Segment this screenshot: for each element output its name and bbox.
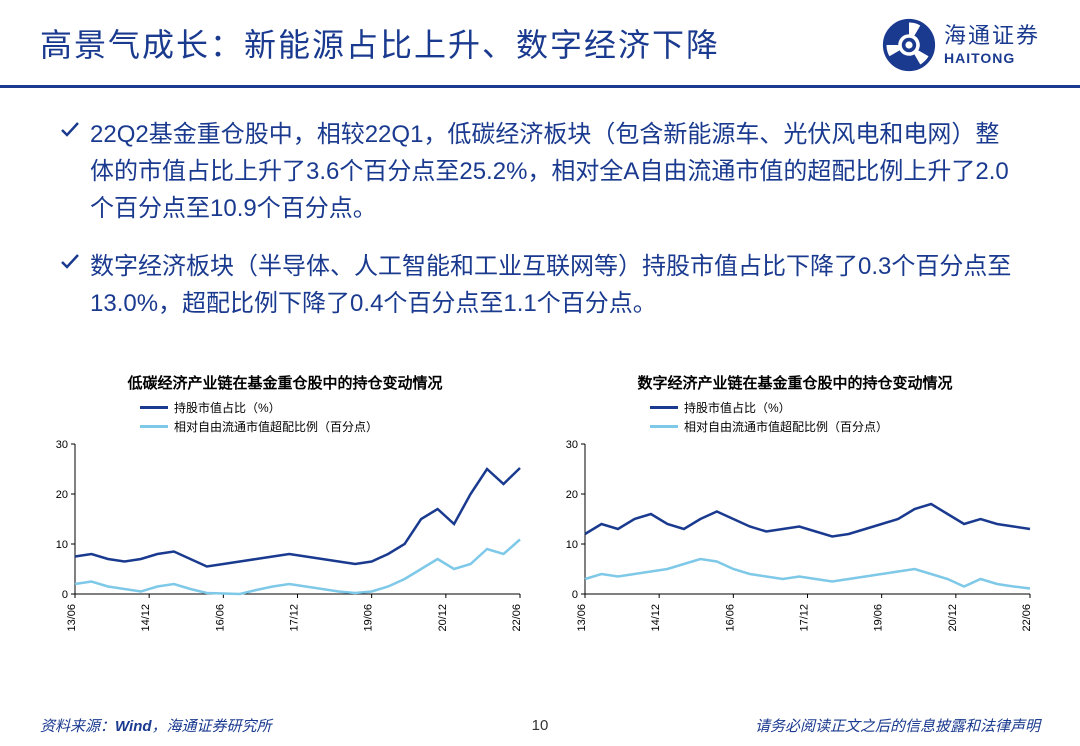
- slide-content: 22Q2基金重仓股中，相较22Q1，低碳经济板块（包含新能源车、光伏风电和电网）…: [0, 88, 1080, 322]
- legend-swatch: [140, 406, 168, 409]
- svg-text:0: 0: [572, 589, 578, 601]
- svg-text:14/12: 14/12: [140, 604, 152, 632]
- legend-label: 相对自由流通市值超配比例（百分点）: [684, 418, 888, 435]
- line-chart-svg: 0 10 20 30 13/06 14/12 16/06 17/12 19/06 20/12 22/…: [40, 439, 530, 649]
- svg-text:17/12: 17/12: [799, 604, 811, 632]
- bullet-text: 数字经济板块（半导体、人工智能和工业互联网等）持股市值占比下降了0.3个百分点至…: [90, 248, 1020, 322]
- company-logo: 海通证券 HAITONG: [882, 18, 1040, 72]
- svg-text:20/12: 20/12: [947, 604, 959, 632]
- source-suffix: ，海通证券研究所: [152, 718, 272, 735]
- chart-left: 低碳经济产业链在基金重仓股中的持仓变动情况 持股市值占比（%） 相对自由流通市值…: [40, 372, 530, 654]
- charts-row: 低碳经济产业链在基金重仓股中的持仓变动情况 持股市值占比（%） 相对自由流通市值…: [0, 342, 1080, 654]
- chart-right: 数字经济产业链在基金重仓股中的持仓变动情况 持股市值占比（%） 相对自由流通市值…: [550, 372, 1040, 654]
- legend-label: 持股市值占比（%）: [684, 399, 791, 416]
- logo-en: HAITONG: [944, 51, 1040, 65]
- svg-text:30: 30: [566, 439, 578, 451]
- svg-text:14/12: 14/12: [650, 604, 662, 632]
- svg-text:13/06: 13/06: [576, 604, 588, 632]
- legend-label: 持股市值占比（%）: [174, 399, 281, 416]
- page-number: 10: [532, 717, 549, 734]
- svg-text:16/06: 16/06: [724, 604, 736, 632]
- legend-item: 相对自由流通市值超配比例（百分点）: [140, 418, 378, 435]
- check-icon: [60, 120, 80, 140]
- svg-text:30: 30: [56, 439, 68, 451]
- logo-text: 海通证券 HAITONG: [944, 25, 1040, 65]
- svg-text:20: 20: [566, 489, 578, 501]
- haitong-logo-icon: [882, 18, 936, 72]
- slide-header: 高景气成长：新能源占比上升、数字经济下降 海通证券 HAITONG: [0, 0, 1080, 88]
- slide-footer: 资料来源：Wind，海通证券研究所 10 请务必阅读正文之后的信息披露和法律声明: [0, 715, 1080, 736]
- svg-text:22/06: 22/06: [511, 604, 523, 632]
- legend-swatch: [140, 425, 168, 428]
- legend-label: 相对自由流通市值超配比例（百分点）: [174, 418, 378, 435]
- svg-text:20: 20: [56, 489, 68, 501]
- line-chart-svg: 0 10 20 30 13/06 14/12 16/06 17/12 19/06 20/12 22/…: [550, 439, 1040, 649]
- chart-title: 低碳经济产业链在基金重仓股中的持仓变动情况: [40, 372, 530, 393]
- source-prefix: 资料来源：: [40, 718, 115, 735]
- chart-legend: 持股市值占比（%） 相对自由流通市值超配比例（百分点）: [140, 399, 530, 435]
- svg-text:19/06: 19/06: [873, 604, 885, 632]
- svg-text:0: 0: [62, 589, 68, 601]
- legend-item: 相对自由流通市值超配比例（百分点）: [650, 418, 888, 435]
- disclaimer-text: 请务必阅读正文之后的信息披露和法律声明: [755, 715, 1040, 736]
- legend-item: 持股市值占比（%）: [650, 399, 791, 416]
- svg-text:13/06: 13/06: [66, 604, 78, 632]
- bullet-item: 数字经济板块（半导体、人工智能和工业互联网等）持股市值占比下降了0.3个百分点至…: [60, 248, 1020, 322]
- bullet-text: 22Q2基金重仓股中，相较22Q1，低碳经济板块（包含新能源车、光伏风电和电网）…: [90, 116, 1020, 228]
- svg-text:17/12: 17/12: [289, 604, 301, 632]
- svg-text:20/12: 20/12: [437, 604, 449, 632]
- bullet-item: 22Q2基金重仓股中，相较22Q1，低碳经济板块（包含新能源车、光伏风电和电网）…: [60, 116, 1020, 228]
- legend-item: 持股市值占比（%）: [140, 399, 281, 416]
- logo-cn: 海通证券: [944, 25, 1040, 47]
- source-bold: Wind: [115, 718, 152, 735]
- check-icon: [60, 252, 80, 272]
- svg-text:10: 10: [56, 539, 68, 551]
- svg-text:16/06: 16/06: [214, 604, 226, 632]
- svg-text:19/06: 19/06: [363, 604, 375, 632]
- source-citation: 资料来源：Wind，海通证券研究所: [40, 715, 272, 736]
- chart-legend: 持股市值占比（%） 相对自由流通市值超配比例（百分点）: [650, 399, 1040, 435]
- svg-text:10: 10: [566, 539, 578, 551]
- legend-swatch: [650, 406, 678, 409]
- svg-text:22/06: 22/06: [1021, 604, 1033, 632]
- legend-swatch: [650, 425, 678, 428]
- chart-title: 数字经济产业链在基金重仓股中的持仓变动情况: [550, 372, 1040, 393]
